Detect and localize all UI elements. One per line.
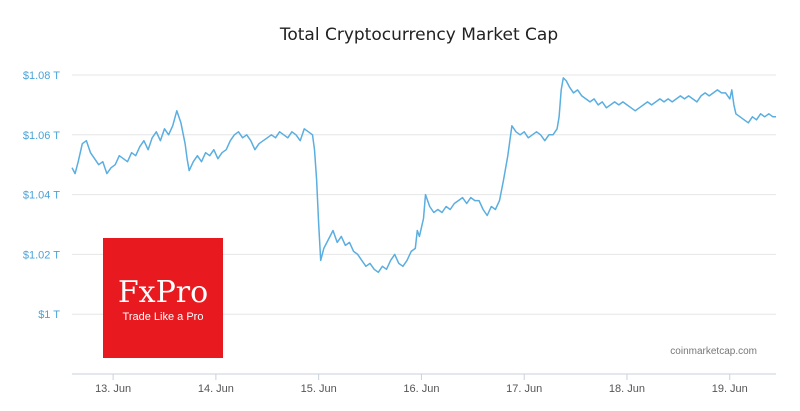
x-tick-label: 19. Jun: [712, 383, 748, 395]
source-credit: coinmarketcap.com: [670, 346, 757, 357]
x-tick-label: 14. Jun: [198, 383, 234, 395]
y-tick-label: $1.06 T: [23, 130, 60, 142]
fxpro-logo: FxPro Trade Like a Pro: [103, 238, 223, 358]
logo-tagline: Trade Like a Pro: [123, 311, 204, 323]
x-tick-label: 17. Jun: [506, 383, 542, 395]
y-tick-label: $1.02 T: [23, 249, 60, 261]
chart-title: Total Cryptocurrency Market Cap: [279, 25, 558, 45]
y-tick-label: $1 T: [38, 309, 60, 321]
series-line: [71, 77, 776, 274]
x-tick-label: 13. Jun: [95, 383, 131, 395]
y-axis-ticks: $1 T $1.02 T $1.04 T $1.06 T $1.08 T: [23, 70, 60, 321]
x-tick-label: 15. Jun: [301, 383, 337, 395]
x-axis-ticks: 13. Jun 14. Jun 15. Jun 16. Jun 17. Jun 18. J…: [95, 374, 748, 395]
logo-brand: FxPro: [118, 275, 208, 310]
y-tick-label: $1.08 T: [23, 70, 60, 82]
logo-background: [103, 238, 223, 358]
y-tick-label: $1.04 T: [23, 190, 60, 202]
x-tick-label: 16. Jun: [403, 383, 439, 395]
x-tick-label: 18. Jun: [609, 383, 645, 395]
